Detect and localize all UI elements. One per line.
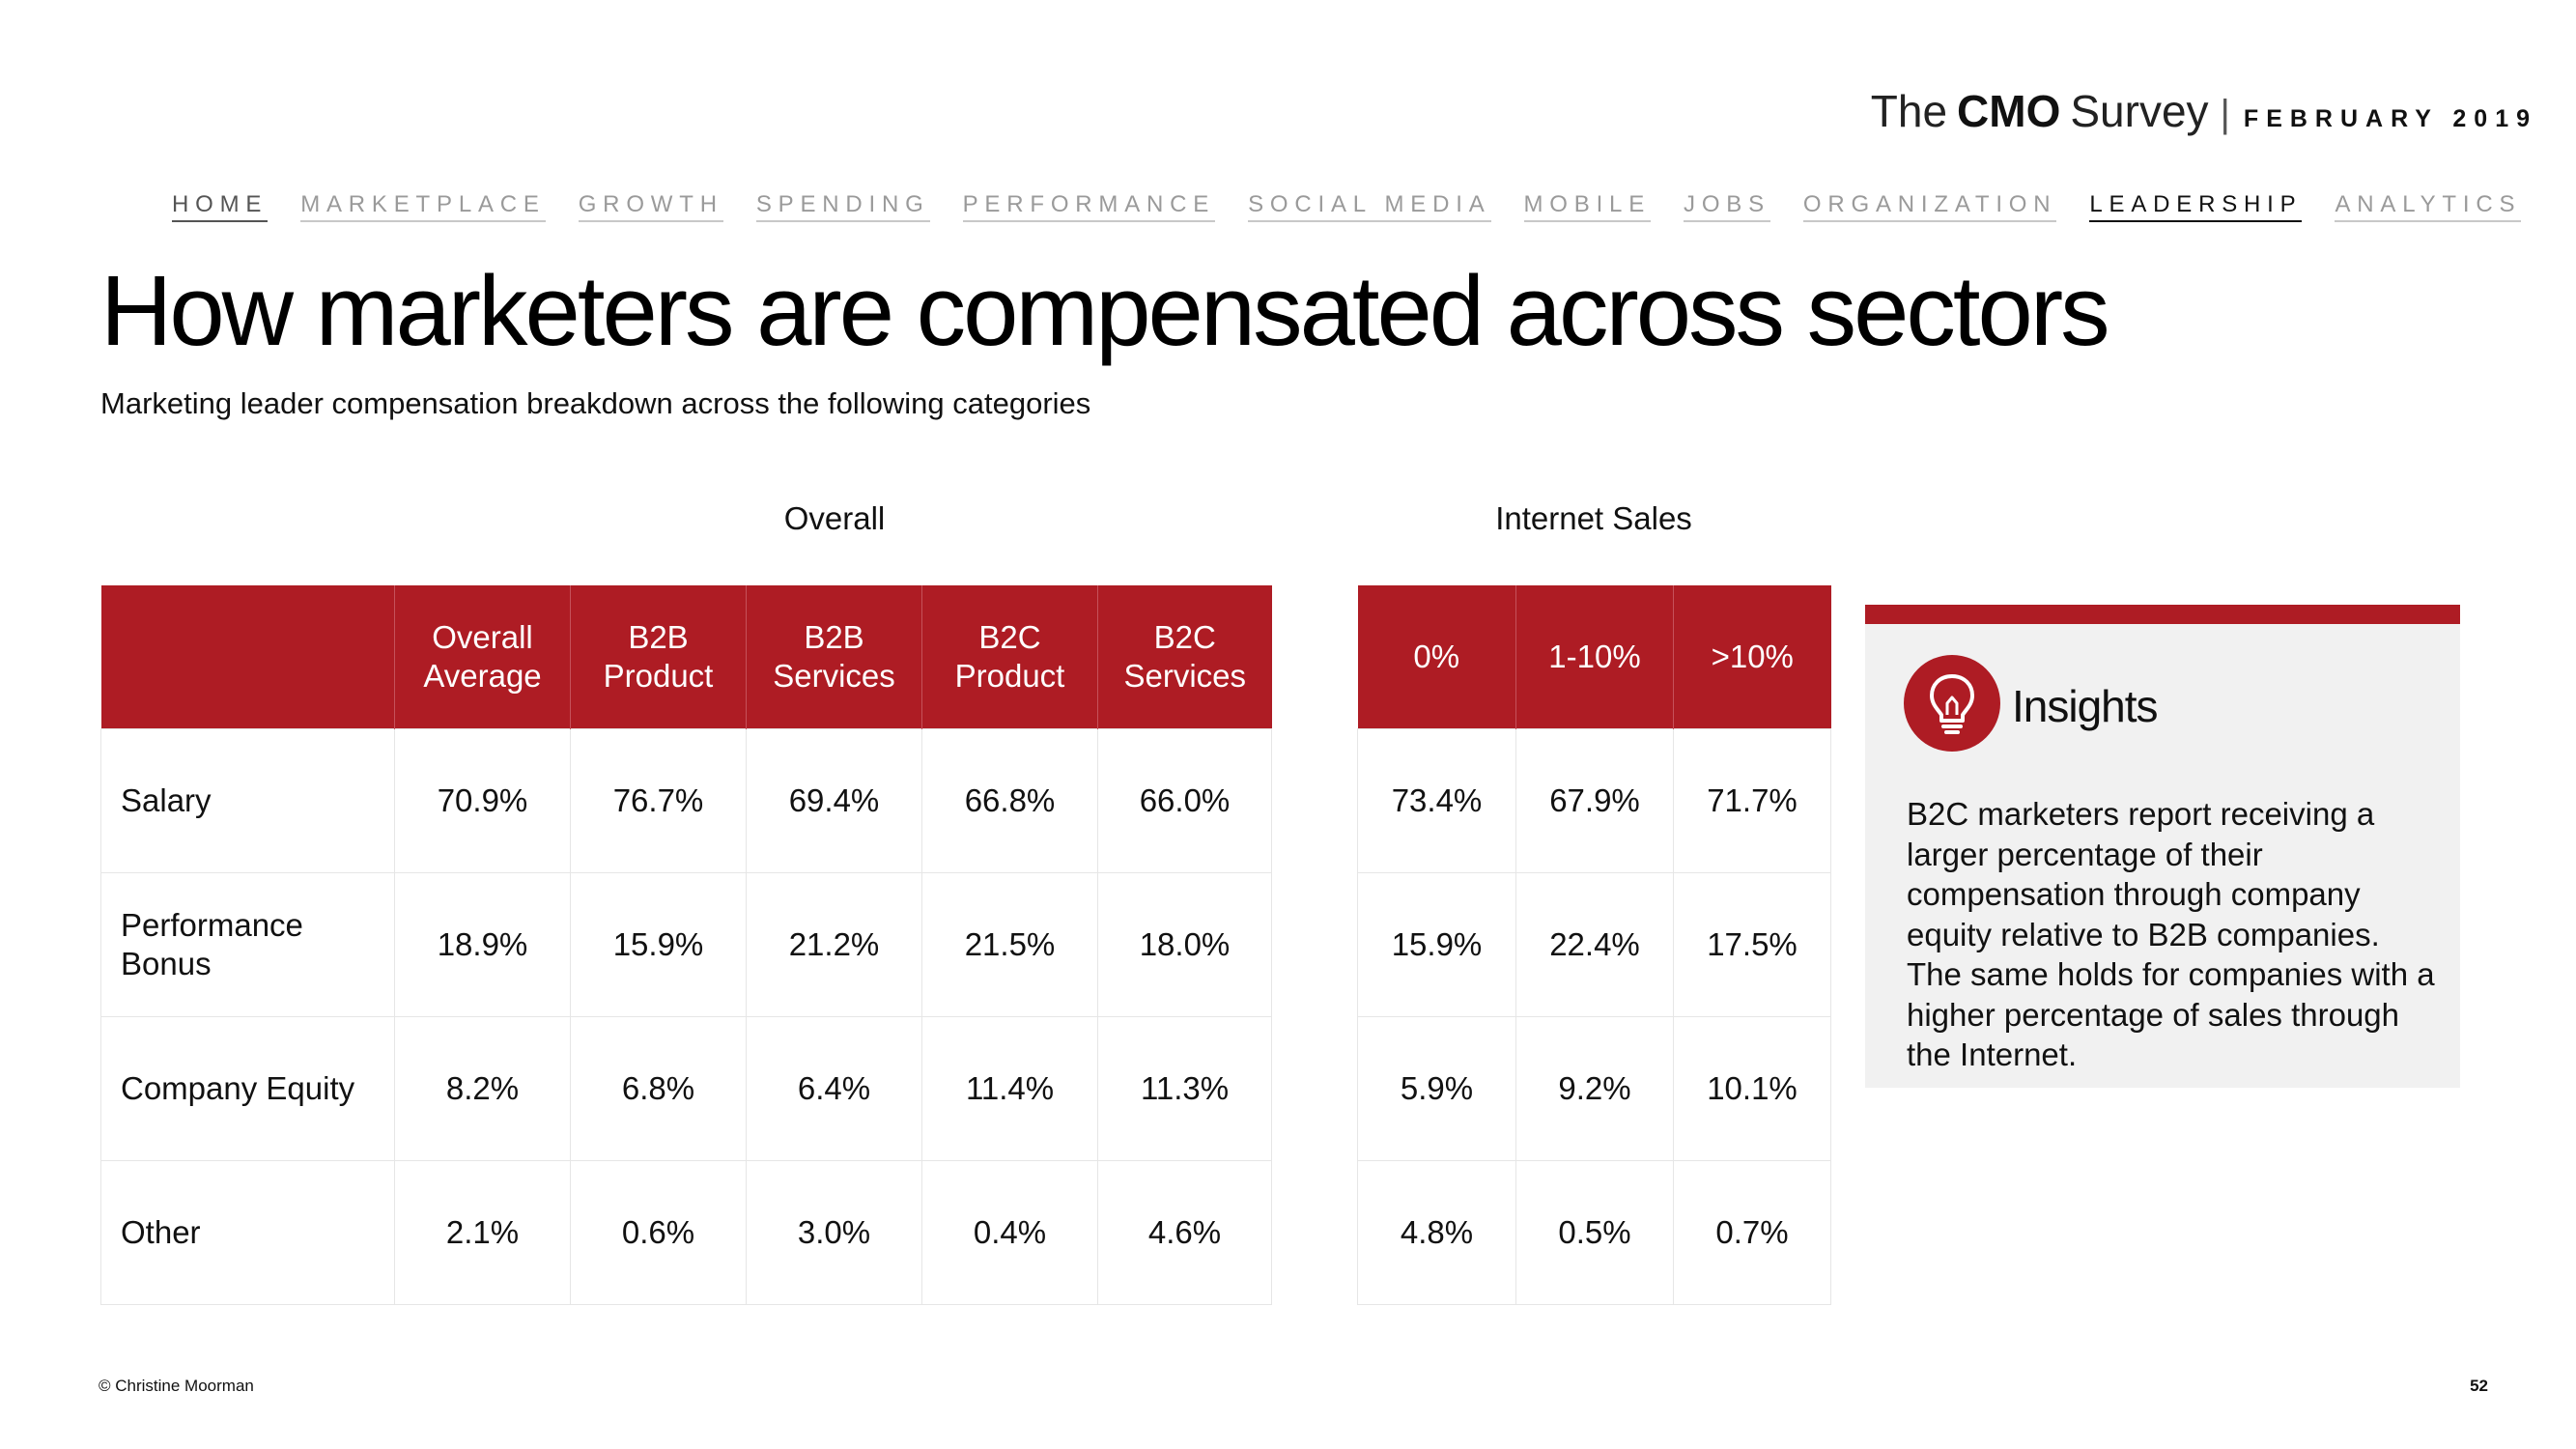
row-label-salary: Salary [100,728,395,873]
table-row: 4.8% 0.5% 0.7% [1357,1160,1831,1305]
table-row: Performance Bonus 18.9% 15.9% 21.2% 21.5… [100,872,1272,1017]
row-label-performance-bonus: Performance Bonus [100,872,395,1017]
table-row: 73.4% 67.9% 71.7% [1357,728,1831,873]
nav-social-media[interactable]: SOCIAL MEDIA [1248,191,1491,222]
table-cell: 5.9% [1357,1016,1516,1161]
lightbulb-icon [1904,655,2000,752]
table-row: 15.9% 22.4% 17.5% [1357,872,1831,1017]
table-cell: 17.5% [1673,872,1831,1017]
table-cell: 10.1% [1673,1016,1831,1161]
internet-header-row: 0% 1-10% >10% [1357,585,1831,729]
table-cell: 9.2% [1515,1016,1674,1161]
overall-header-blank [100,585,395,729]
brand-the: The [1870,86,1948,136]
table-cell: 0.7% [1673,1160,1831,1305]
table-cell: 71.7% [1673,728,1831,873]
table-cell: 66.0% [1097,728,1272,873]
table-cell: 66.8% [921,728,1098,873]
nav-performance[interactable]: PERFORMANCE [962,191,1216,222]
nav-leadership[interactable]: LEADERSHIP [2089,191,2303,222]
overall-table: Overall Average B2B Product B2B Services… [100,585,1272,1305]
overall-header-row: Overall Average B2B Product B2B Services… [100,585,1272,729]
table-cell: 3.0% [746,1160,922,1305]
table-row: 5.9% 9.2% 10.1% [1357,1016,1831,1161]
brand-survey: Survey [2070,86,2209,136]
table-cell: 15.9% [570,872,747,1017]
internet-sales-group-label: Internet Sales [1495,500,1692,536]
table-cell: 0.5% [1515,1160,1674,1305]
table-cell: 4.8% [1357,1160,1516,1305]
table-cell: 2.1% [394,1160,571,1305]
brand-cmo: CMO [1957,86,2061,136]
table-cell: 73.4% [1357,728,1516,873]
table-cell: 6.8% [570,1016,747,1161]
col-header-0-percent: 0% [1357,585,1516,729]
internet-sales-table: 0% 1-10% >10% 73.4% 67.9% 71.7% 15.9% 22… [1357,585,1831,1305]
nav-growth[interactable]: GROWTH [578,191,723,222]
top-nav: HOME MARKETPLACE GROWTH SPENDING PERFORM… [172,191,2554,222]
table-cell: 69.4% [746,728,922,873]
table-cell: 21.2% [746,872,922,1017]
page-subtitle: Marketing leader compensation breakdown … [100,386,1091,420]
table-cell: 8.2% [394,1016,571,1161]
table-cell: 4.6% [1097,1160,1272,1305]
brand-logo: The CMO Survey | FEBRUARY 2019 [1871,85,2537,143]
table-cell: 15.9% [1357,872,1516,1017]
col-header-1-10-percent: 1-10% [1515,585,1674,729]
col-header-overall-average: Overall Average [394,585,571,729]
table-cell: 6.4% [746,1016,922,1161]
table-cell: 70.9% [394,728,571,873]
col-header-b2b-services: B2B Services [746,585,922,729]
table-cell: 18.9% [394,872,571,1017]
page-title: How marketers are compensated across sec… [100,255,2110,366]
nav-jobs[interactable]: JOBS [1684,191,1770,222]
table-cell: 0.6% [570,1160,747,1305]
table-row: Company Equity 8.2% 6.8% 6.4% 11.4% 11.3… [100,1016,1272,1161]
table-cell: 21.5% [921,872,1098,1017]
overall-group-label: Overall [783,500,886,536]
nav-analytics[interactable]: ANALYTICS [2335,191,2522,222]
insights-heading: Insights [2012,681,2159,731]
insights-body: B2C marketers report receiving a larger … [1907,796,2435,1072]
page-number: 52 [2470,1377,2488,1395]
col-header-b2c-product: B2C Product [921,585,1098,729]
col-header-b2c-services: B2C Services [1097,585,1272,729]
table-cell: 18.0% [1097,872,1272,1017]
row-label-company-equity: Company Equity [100,1016,395,1161]
nav-marketplace[interactable]: MARKETPLACE [300,191,546,222]
insights-panel: Insights B2C marketers report receiving … [1865,605,2460,1088]
table-cell: 76.7% [570,728,747,873]
table-cell: 0.4% [921,1160,1098,1305]
table-cell: 22.4% [1515,872,1674,1017]
nav-spending[interactable]: SPENDING [755,191,930,222]
table-cell: 11.3% [1097,1016,1272,1161]
table-row: Other 2.1% 0.6% 3.0% 0.4% 4.6% [100,1160,1272,1305]
copyright: © Christine Moorman [99,1377,254,1395]
brand-date: FEBRUARY 2019 [2243,105,2537,132]
row-label-other: Other [100,1160,395,1305]
brand-separator: | [2220,93,2230,135]
table-cell: 11.4% [921,1016,1098,1161]
table-cell: 67.9% [1515,728,1674,873]
nav-home[interactable]: HOME [172,191,269,222]
nav-mobile[interactable]: MOBILE [1523,191,1652,222]
col-header-b2b-product: B2B Product [570,585,747,729]
table-row: Salary 70.9% 76.7% 69.4% 66.8% 66.0% [100,728,1272,873]
col-header-over-10-percent: >10% [1673,585,1831,729]
nav-organization[interactable]: ORGANIZATION [1802,191,2057,222]
